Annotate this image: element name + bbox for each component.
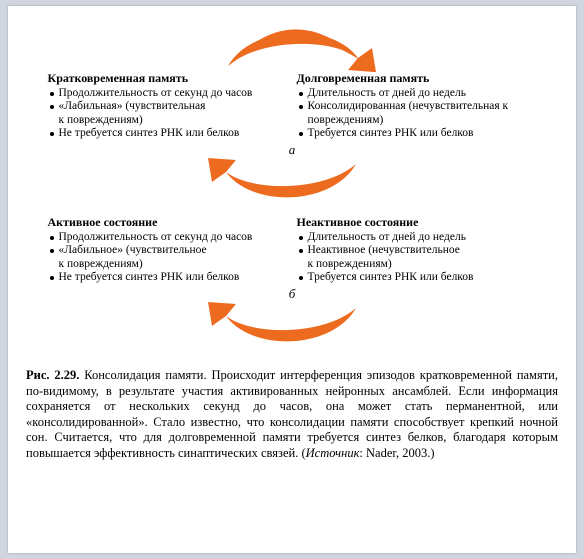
list-item: Не требуется синтез РНК или белков — [48, 271, 273, 285]
arrow-bottom-a — [182, 158, 402, 214]
panel-letter-a: а — [26, 143, 558, 158]
col-a-left: Кратковременная память Продолжительность… — [48, 72, 273, 141]
columns-b: Активное состояние Продолжительность от … — [26, 216, 558, 285]
arrow-bottom-b — [182, 302, 402, 358]
caption-source-label: Источник — [306, 446, 360, 460]
caption-label: Рис. 2.29. — [26, 368, 79, 382]
panel-b: Активное состояние Продолжительность от … — [26, 216, 558, 358]
bottom-arrow-row-a — [26, 158, 558, 214]
heading-a-right: Долговременная память — [297, 72, 537, 86]
heading-a-left: Кратковременная память — [48, 72, 273, 86]
arrow-top-a — [182, 16, 402, 72]
heading-b-right: Неактивное состояние — [297, 216, 537, 230]
col-b-right: Неактивное состояние Длительность от дне… — [297, 216, 537, 285]
col-a-right: Долговременная память Длительность от дн… — [297, 72, 537, 141]
list-b-left: Продолжительность от секунд до часов «Ла… — [48, 231, 273, 285]
panel-letter-b: б — [26, 287, 558, 302]
top-arrow-row-a — [26, 16, 558, 72]
list-item: Продолжительность от секунд до часов — [48, 231, 273, 245]
col-b-left: Активное состояние Продолжительность от … — [48, 216, 273, 285]
list-item: «Лабильное» (чувствительное к повреждени… — [48, 244, 273, 271]
list-a-left: Продолжительность от секунд до часов «Ла… — [48, 87, 273, 141]
bottom-arrow-row-b — [26, 302, 558, 358]
panel-a: Кратковременная память Продолжительность… — [26, 16, 558, 214]
list-item: Неактивное (нечувствительное к поврежден… — [297, 244, 537, 271]
list-item: Не требуется синтез РНК или белков — [48, 127, 273, 141]
list-item: Длительность от дней до недель — [297, 231, 537, 245]
list-item: Продолжительность от секунд до часов — [48, 87, 273, 101]
heading-b-left: Активное состояние — [48, 216, 273, 230]
page: Кратковременная память Продолжительность… — [8, 6, 576, 553]
list-item: Консолидированная (нечувствительная к по… — [297, 100, 537, 127]
caption-text: Консолидация памяти. Происходит интерфер… — [26, 368, 558, 460]
list-item: Длительность от дней до недель — [297, 87, 537, 101]
caption-source: : Nader, 2003.) — [359, 446, 434, 460]
list-b-right: Длительность от дней до недель Неактивно… — [297, 231, 537, 285]
list-item: «Лабильная» (чувствительная к повреждени… — [48, 100, 273, 127]
columns-a: Кратковременная память Продолжительность… — [26, 72, 558, 141]
list-a-right: Длительность от дней до недель Консолиди… — [297, 87, 537, 141]
list-item: Требуется синтез РНК или белков — [297, 127, 537, 141]
figure-caption: Рис. 2.29. Консолидация памяти. Происход… — [26, 368, 558, 462]
list-item: Требуется синтез РНК или белков — [297, 271, 537, 285]
